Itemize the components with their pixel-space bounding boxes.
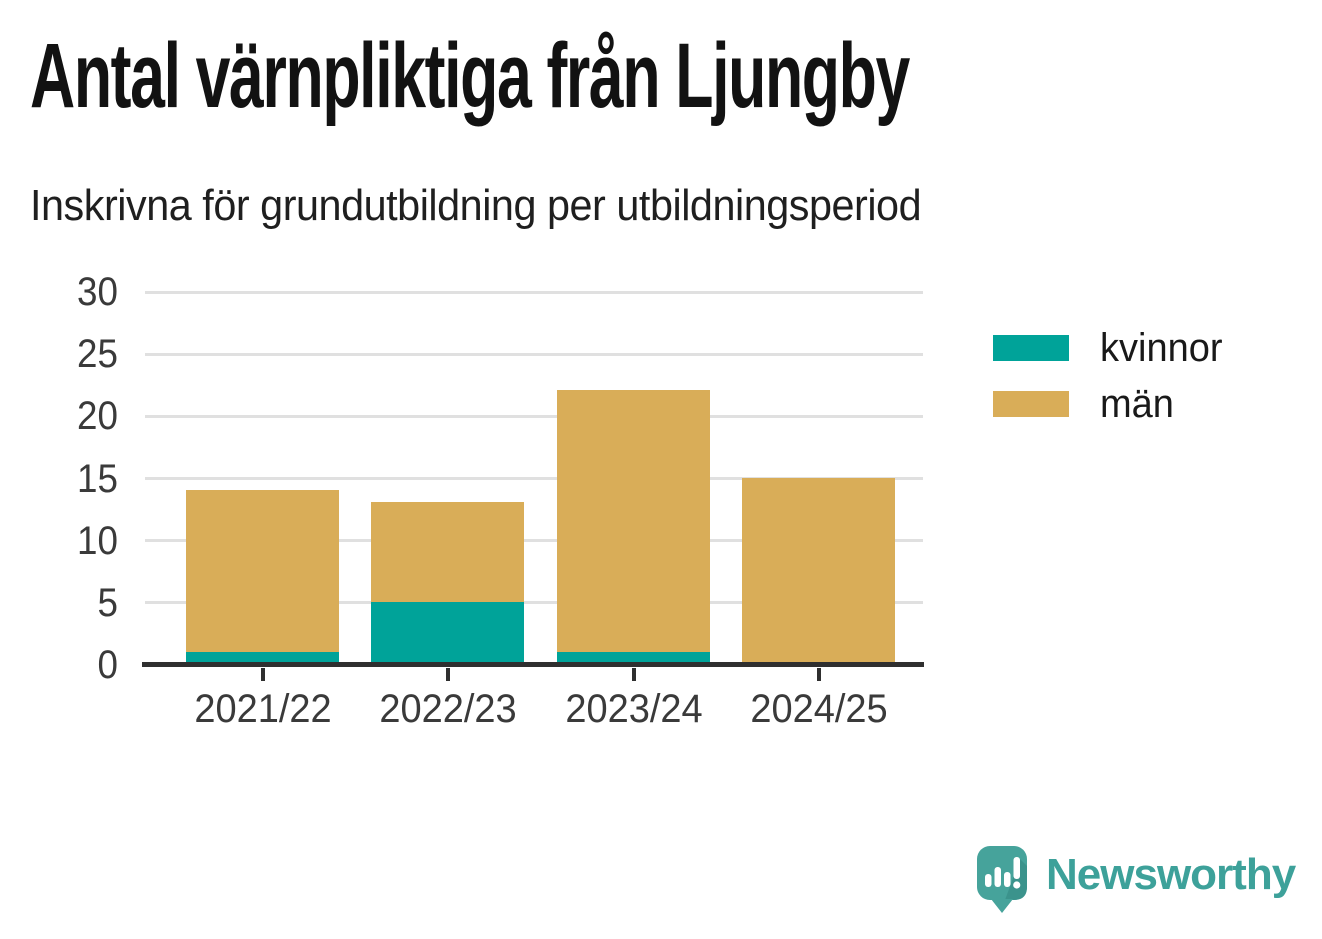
legend: kvinnor män <box>993 326 1229 427</box>
gridline <box>145 477 923 480</box>
gridline <box>145 539 923 543</box>
y-axis-label: 10 <box>77 518 118 563</box>
x-axis-tick <box>260 668 265 681</box>
bar-segment-kvinnor <box>186 651 339 664</box>
y-axis-label: 15 <box>77 456 118 501</box>
bar-segment-kvinnor <box>557 651 710 664</box>
bar-segment-män <box>742 477 895 664</box>
plot-area: 0 5 10 15 20 25 30 2021/22 2022/23 2023/24 2024/2… <box>77 272 924 731</box>
gridline <box>145 352 923 356</box>
x-axis-label: 2023/24 <box>564 687 703 731</box>
y-axis-label: 30 <box>77 270 118 314</box>
chart-subtitle: Inskrivna för grundutbildning per utbild… <box>30 181 922 230</box>
x-axis-label: 2024/25 <box>749 687 888 731</box>
legend-swatch-kvinnor <box>993 335 1069 362</box>
gridline <box>145 290 923 294</box>
y-axis-label: 5 <box>97 580 118 625</box>
x-axis-label: 2022/23 <box>379 687 517 731</box>
legend-item-man: män <box>993 382 1229 427</box>
bar-segment-män <box>186 489 339 652</box>
bar-stack-2024-25 <box>742 477 895 664</box>
y-axis-label: 0 <box>97 643 118 687</box>
newsworthy-brand: Newsworthy <box>977 846 1296 914</box>
bar-segment-män <box>371 502 524 602</box>
x-axis-label: 2021/22 <box>193 687 332 731</box>
gridline <box>145 414 923 418</box>
chart-title: Antal värnpliktiga från Ljungby <box>30 25 910 127</box>
x-axis-line <box>142 662 924 667</box>
bar-stack-2021-22 <box>186 489 339 664</box>
x-axis-tick <box>631 668 636 681</box>
legend-swatch-man <box>993 391 1069 418</box>
legend-label-man: män <box>1100 381 1174 426</box>
gridline <box>145 601 923 605</box>
legend-label-kvinnor: kvinnor <box>1100 326 1223 370</box>
speech-bubble-bar-chart-exclamation-icon <box>977 846 1027 913</box>
x-axis-tick <box>816 668 821 681</box>
x-axis-tick <box>446 668 450 681</box>
y-axis-label: 20 <box>77 394 118 439</box>
y-axis-label: 25 <box>77 332 118 377</box>
bar-segment-män <box>557 390 710 652</box>
bar-segment-kvinnor <box>371 601 524 664</box>
legend-item-kvinnor: kvinnor <box>993 326 1229 371</box>
bar-stack-2023-24 <box>557 390 710 664</box>
bar-stack-2022-23 <box>371 502 524 664</box>
newsworthy-wordmark: Newsworthy <box>1046 850 1296 899</box>
